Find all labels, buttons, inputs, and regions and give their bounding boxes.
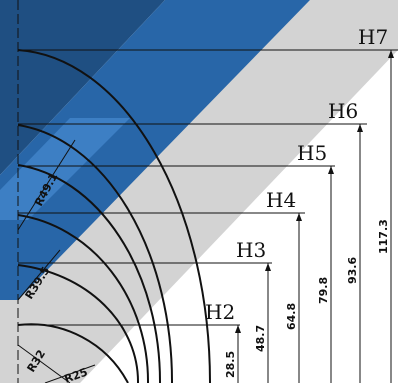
dim-arrow-h5	[328, 166, 334, 174]
arc-r39-5	[17, 214, 150, 383]
label-h5: H5	[297, 141, 327, 165]
leader-r25	[44, 364, 96, 383]
label-h2: H2	[205, 300, 235, 324]
value-h4: 64.8	[285, 303, 298, 330]
label-h4: H4	[266, 188, 296, 212]
value-h5: 79.8	[317, 277, 330, 304]
label-h3: H3	[236, 238, 266, 262]
leader-r49-1	[17, 139, 76, 231]
label-h6: H6	[328, 99, 358, 123]
arc-r55	[17, 124, 174, 383]
dim-arrow-h4	[296, 213, 302, 221]
dim-arrow-h3	[265, 263, 271, 271]
leader-r39-5	[17, 249, 61, 301]
arc-r32	[17, 264, 140, 383]
height-dimension-lines	[235, 50, 394, 383]
value-h7: 117.3	[377, 219, 390, 254]
arc-r65	[17, 49, 212, 383]
radius-leaders	[17, 139, 96, 383]
value-h2: 28.5	[224, 351, 237, 378]
value-h6: 93.6	[346, 257, 359, 284]
blue-diagonal-band	[0, 0, 310, 300]
arc-r25	[17, 323, 129, 383]
light-blue-diagonal-strip	[0, 118, 130, 220]
dim-arrow-h6	[357, 124, 363, 132]
arc-r49-1	[17, 164, 162, 383]
dim-arrow-h7	[388, 50, 394, 58]
leader-r32	[17, 344, 71, 383]
height-value-labels: 28.5 48.7 64.8 79.8 93.6 117.3	[224, 219, 390, 378]
dim-arrow-h2	[235, 325, 241, 333]
radius-arcs	[17, 49, 212, 383]
height-labels: H2 H3 H4 H5 H6 H7	[205, 25, 388, 324]
height-lines	[18, 49, 398, 326]
label-h7: H7	[358, 25, 388, 49]
value-h3: 48.7	[254, 325, 267, 352]
